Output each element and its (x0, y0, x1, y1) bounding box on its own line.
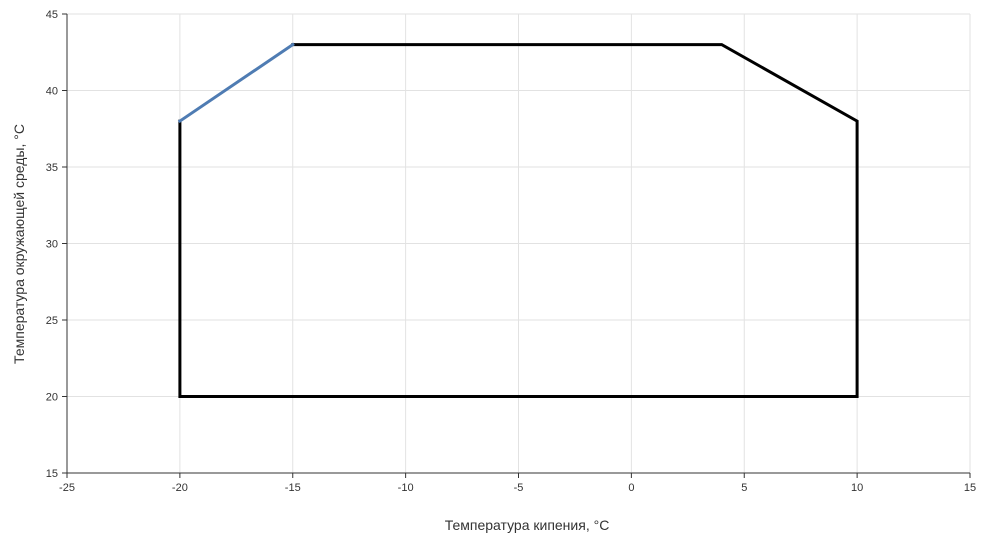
x-tick-label: 0 (628, 482, 634, 494)
y-tick-label: 25 (46, 315, 58, 327)
x-tick-label: 5 (741, 482, 747, 494)
x-tick-label: -15 (285, 482, 301, 494)
y-tick-label: 35 (46, 162, 58, 174)
x-tick-label: -25 (59, 482, 75, 494)
y-tick-label: 15 (46, 468, 58, 480)
x-axis-title: Температура кипения, °C (445, 517, 610, 533)
series-line-1 (178, 43, 859, 398)
y-tick-label: 20 (46, 392, 58, 404)
axes (62, 13, 971, 478)
grid (67, 13, 971, 473)
tick-labels: -25 -20 -15 -10 -5 0 5 10 15 15 20 25 30 35 40 45 (46, 9, 976, 494)
y-tick-label: 30 (46, 239, 58, 251)
x-tick-label: -20 (172, 482, 188, 494)
series-line-2 (177, 42, 295, 124)
y-tick-label: 45 (46, 9, 58, 21)
series-layer (177, 42, 859, 398)
x-tick-label: -5 (514, 482, 524, 494)
y-tick-label: 40 (46, 86, 58, 98)
x-tick-label: 10 (851, 482, 863, 494)
y-axis-title: Температура окружающей среды, °C (11, 124, 27, 364)
x-tick-label: 15 (964, 482, 976, 494)
x-tick-label: -10 (398, 482, 414, 494)
